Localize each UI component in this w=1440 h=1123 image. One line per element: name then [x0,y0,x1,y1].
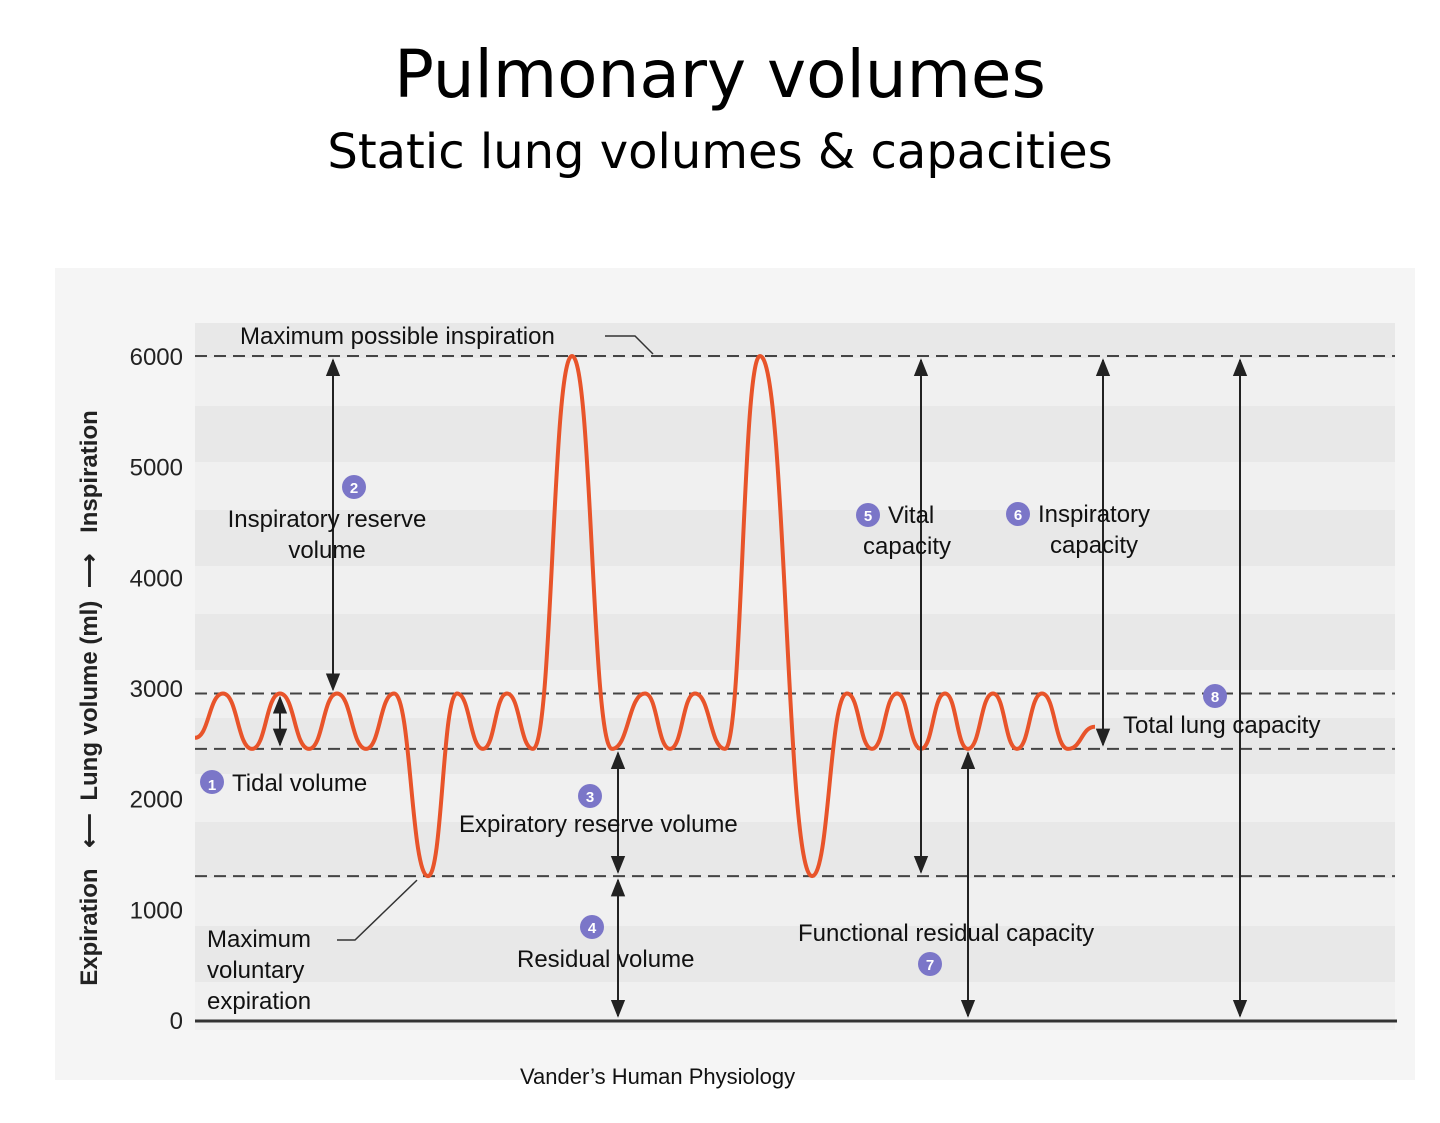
background-band [195,358,1395,406]
volume-number: 3 [586,789,594,806]
background-band [195,982,1395,1030]
y-tick-label: 2000 [130,787,183,814]
volume-name: volume [288,537,365,564]
volume-name: capacity [863,533,951,560]
volume-number-badge [342,475,366,499]
volume-number: 2 [350,480,358,497]
background-band [195,462,1395,510]
volume-name: Inspiratory reserve [228,506,427,533]
volume-name: Vital [888,502,934,529]
volume-name: Tidal volume [232,770,367,797]
volume-number: 5 [864,508,872,525]
vital-capacity-label: 5 Vital capacity [856,502,951,560]
inspiratory-capacity-label: 6 Inspiratory capacity [1006,501,1150,559]
volume-number-badge [1203,684,1227,708]
max-inspiration-label: Maximum possible inspiration [240,323,555,350]
background-band [195,566,1395,614]
volume-number: 6 [1014,507,1022,524]
lung-volume-diagram: Expiration ⟵ Lung volume (ml) ⟶ Inspirat… [76,323,1397,1035]
volume-number: 1 [208,777,216,794]
volume-number-badge [580,915,604,939]
volume-name: Inspiratory [1038,501,1150,528]
volume-number-badge [918,952,942,976]
page-title: Pulmonary volumes [394,36,1046,113]
residual-volume-label: 4 Residual volume [517,915,694,973]
volume-number: 7 [926,957,934,974]
y-tick-label: 1000 [130,897,183,924]
max-inspiration-leader [605,335,654,355]
y-axis-label-volume: Lung volume (ml) [76,601,103,801]
max-expiration-label-2: voluntary [207,957,304,984]
breathing-trace [194,354,1096,879]
y-tick-label: 0 [170,1008,183,1035]
page-subtitle: Static lung volumes & capacities [327,124,1113,180]
volume-name: Total lung capacity [1123,712,1320,739]
y-tick-label: 6000 [130,344,183,371]
y-tick-label: 5000 [130,455,183,482]
inspiratory-reserve-label: 2 Inspiratory reserve volume [228,475,427,564]
max-expiration-leader [337,879,418,941]
background-band [195,878,1395,926]
volume-number-badge [856,503,880,527]
y-axis-label: Expiration ⟵ Lung volume (ml) ⟶ Inspirat… [76,410,103,986]
tidal-volume-label: 1 Tidal volume [200,770,367,797]
y-axis-label-expiration: Expiration [76,868,103,985]
total-lung-capacity-label: 8 Total lung capacity [1123,684,1320,739]
expiratory-reserve-label: 3 Expiratory reserve volume [459,784,738,838]
source-credit: Vander’s Human Physiology [520,1064,796,1089]
volume-number: 4 [588,920,597,937]
max-expiration-label-3: expiration [207,988,311,1015]
y-axis-arrow-down: ⟵ [76,813,103,847]
volume-number-badge [200,770,224,794]
volume-name: Functional residual capacity [798,920,1094,947]
volume-name: capacity [1050,532,1138,559]
volume-number-badge [578,784,602,808]
y-axis-label-inspiration: Inspiration [76,410,103,533]
volume-name: Residual volume [517,946,694,973]
functional-residual-label: 7 Functional residual capacity [798,920,1094,976]
volume-number: 8 [1211,689,1219,706]
max-expiration-label-1: Maximum [207,926,311,953]
y-tick-label: 4000 [130,565,183,592]
volume-name: Expiratory reserve volume [459,811,738,838]
volume-number-badge [1006,502,1030,526]
y-axis-arrow-up: ⟶ [76,554,103,588]
lung-volume-figure: Expiration ⟵ Lung volume (ml) ⟶ Inspirat… [55,268,1415,1080]
y-tick-label: 3000 [130,676,183,703]
